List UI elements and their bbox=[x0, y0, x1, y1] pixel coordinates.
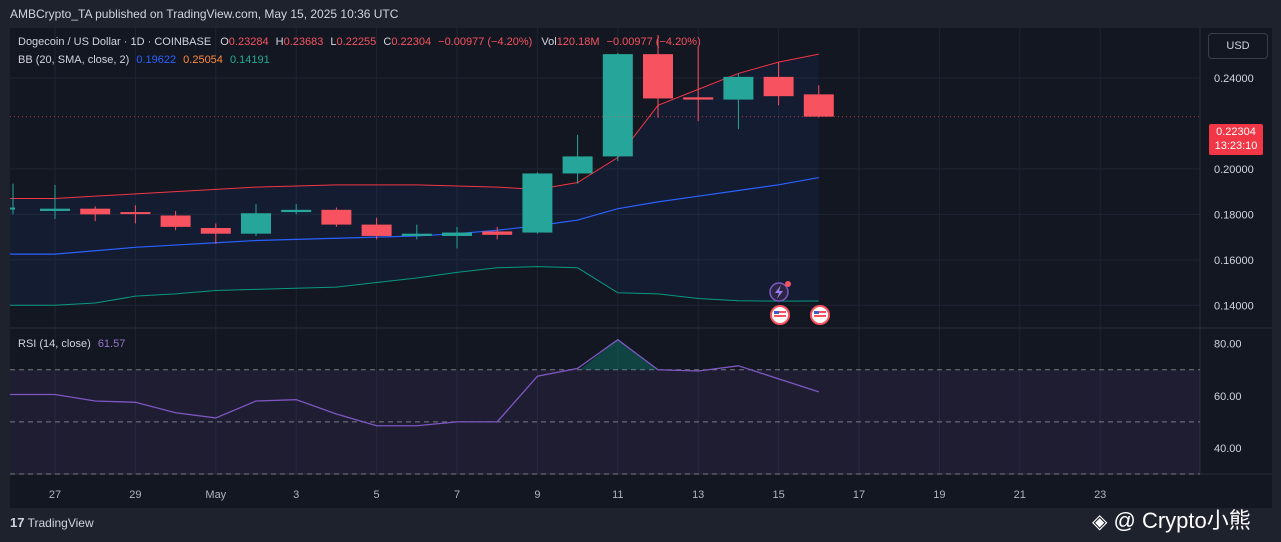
main-legend: Dogecoin / US Dollar · 1D · COINBASE O0.… bbox=[18, 36, 701, 48]
alert-icon[interactable] bbox=[769, 281, 791, 302]
price-tick-label: 0.14000 bbox=[1214, 300, 1254, 312]
candle-body bbox=[442, 232, 472, 236]
candle-body bbox=[361, 224, 392, 236]
close-value: 0.22304 bbox=[391, 36, 432, 48]
date-tick-label: 5 bbox=[374, 489, 380, 501]
candle-body bbox=[200, 228, 231, 234]
tradingview-branding[interactable]: 17 TradingView bbox=[10, 515, 94, 530]
change-value: −0.00977 (−4.20%) bbox=[438, 36, 533, 48]
bb-label[interactable]: BB (20, SMA, close, 2) bbox=[18, 54, 130, 66]
watermark: ◈ @ Crypto小熊 bbox=[1092, 503, 1251, 535]
bb-lower-line bbox=[10, 266, 819, 306]
close-label: C bbox=[383, 36, 392, 48]
watermark-text: @ Crypto小熊 bbox=[1113, 508, 1251, 533]
candle-body bbox=[80, 208, 111, 215]
date-tick-label: 11 bbox=[612, 489, 623, 501]
date-tick-label: 23 bbox=[1094, 489, 1106, 501]
candle-body bbox=[763, 76, 794, 97]
date-tick-label: May bbox=[205, 489, 226, 501]
symbol-name[interactable]: Dogecoin / US Dollar · 1D · COINBASE bbox=[18, 36, 212, 48]
low-label: L bbox=[330, 36, 337, 48]
open-value: 0.23284 bbox=[228, 36, 269, 48]
date-tick-label: 9 bbox=[534, 489, 540, 501]
candle-body bbox=[281, 209, 312, 213]
last-price-badge: 0.22304 13:23:10 bbox=[1209, 124, 1263, 155]
price-tick-label: 0.20000 bbox=[1214, 164, 1254, 176]
date-tick-label: 3 bbox=[293, 489, 299, 501]
candle-body bbox=[683, 97, 714, 100]
date-tick-label: 21 bbox=[1014, 489, 1026, 501]
date-tick-label: 29 bbox=[129, 489, 141, 501]
bb-upper-value: 0.25054 bbox=[183, 54, 223, 66]
last-price: 0.22304 bbox=[1216, 126, 1256, 138]
rsi-pane bbox=[10, 338, 1200, 475]
candle-body bbox=[602, 54, 633, 157]
date-tick-label: 19 bbox=[933, 489, 945, 501]
chart-area[interactable] bbox=[10, 28, 1272, 508]
candle-body bbox=[803, 94, 834, 117]
bb-legend: BB (20, SMA, close, 2) 0.19622 0.25054 0… bbox=[18, 54, 270, 66]
rsi-tick-label: 40.00 bbox=[1214, 443, 1242, 455]
price-tick-label: 0.24000 bbox=[1214, 73, 1254, 85]
us-flag-icon[interactable] bbox=[810, 305, 830, 325]
volume-label: Vol bbox=[541, 36, 557, 48]
candles bbox=[10, 34, 1200, 249]
bb-basis-value: 0.19622 bbox=[136, 54, 177, 66]
currency-button[interactable]: USD bbox=[1208, 33, 1268, 59]
candle-body bbox=[321, 209, 352, 225]
rsi-overbought-fill bbox=[579, 339, 658, 370]
candle-body bbox=[10, 207, 15, 210]
open-label: O bbox=[220, 36, 229, 48]
publish-bar: AMBCrypto_TA published on TradingView.co… bbox=[0, 0, 1281, 28]
brand-name: TradingView bbox=[27, 516, 94, 530]
candle-body bbox=[401, 233, 432, 236]
rsi-legend: RSI (14, close) 61.57 bbox=[18, 338, 125, 350]
date-tick-label: 13 bbox=[692, 489, 704, 501]
candle-body bbox=[40, 208, 70, 211]
event-markers bbox=[769, 281, 830, 325]
rsi-tick-label: 80.00 bbox=[1214, 339, 1242, 351]
date-tick-label: 7 bbox=[454, 489, 460, 501]
rsi-line bbox=[10, 338, 820, 427]
us-flag-icon[interactable] bbox=[770, 305, 790, 325]
rsi-label[interactable]: RSI (14, close) bbox=[18, 338, 91, 350]
candle-body bbox=[643, 54, 673, 99]
bar-countdown: 13:23:10 bbox=[1214, 140, 1258, 152]
candle-body bbox=[482, 231, 513, 235]
date-tick-label: 17 bbox=[853, 489, 865, 501]
candle-body bbox=[120, 212, 151, 215]
volume-change: −0.00977 (−4.20%) bbox=[606, 36, 701, 48]
candle-body bbox=[522, 173, 553, 233]
candle-body bbox=[562, 156, 593, 174]
candle-body bbox=[160, 215, 191, 227]
bollinger-bands bbox=[10, 53, 819, 306]
publish-info: AMBCrypto_TA published on TradingView.co… bbox=[10, 7, 399, 21]
bb-upper-line bbox=[10, 53, 819, 199]
candle-body bbox=[241, 213, 271, 234]
date-tick-label: 27 bbox=[49, 489, 61, 501]
price-tick-label: 0.16000 bbox=[1214, 255, 1254, 267]
price-chart[interactable]: 27 29 May 3 5 7 9 11 13 15 17 19 21 23 0.14000 0.16000 0… bbox=[10, 28, 1272, 508]
rsi-value: 61.57 bbox=[97, 338, 126, 350]
bb-lower-value: 0.14191 bbox=[229, 54, 270, 66]
high-value: 0.23683 bbox=[283, 36, 324, 48]
volume-value: 120.18M bbox=[556, 36, 600, 48]
low-value: 0.22255 bbox=[336, 36, 377, 48]
binance-logo-icon: ◈ bbox=[1092, 511, 1108, 533]
high-label: H bbox=[275, 36, 284, 48]
bb-fill bbox=[10, 54, 819, 306]
tradingview-logo-icon: 17 bbox=[10, 515, 25, 530]
date-tick-label: 15 bbox=[772, 489, 784, 501]
price-tick-label: 0.18000 bbox=[1214, 209, 1254, 221]
axes: 27 29 May 3 5 7 9 11 13 15 17 19 21 23 0.14000 0.16000 0… bbox=[49, 73, 1254, 501]
candle-body bbox=[723, 76, 754, 100]
rsi-tick-label: 60.00 bbox=[1214, 391, 1242, 403]
